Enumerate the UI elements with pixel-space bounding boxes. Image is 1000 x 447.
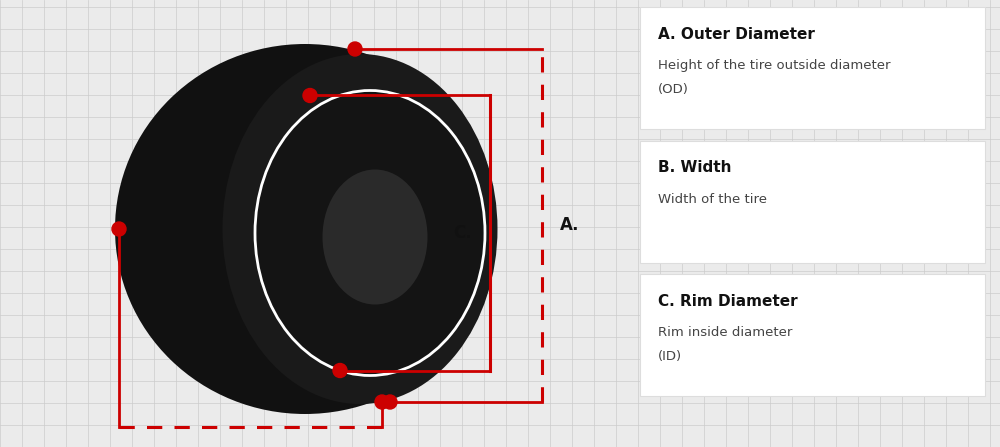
Ellipse shape (322, 169, 428, 304)
FancyBboxPatch shape (640, 274, 985, 396)
Ellipse shape (115, 44, 495, 414)
Text: C.: C. (453, 224, 472, 242)
Text: A.: A. (560, 216, 580, 235)
Text: A. Outer Diameter: A. Outer Diameter (658, 27, 815, 42)
FancyBboxPatch shape (640, 7, 985, 129)
Circle shape (383, 395, 397, 409)
Ellipse shape (222, 54, 497, 404)
Circle shape (333, 363, 347, 378)
Text: (OD): (OD) (658, 83, 689, 96)
Text: Height of the tire outside diameter: Height of the tire outside diameter (658, 59, 891, 72)
Ellipse shape (255, 90, 485, 375)
Text: (ID): (ID) (658, 350, 682, 363)
Text: Rim inside diameter: Rim inside diameter (658, 326, 792, 339)
Text: B. Width: B. Width (658, 160, 732, 176)
Circle shape (112, 222, 126, 236)
Text: Width of the tire: Width of the tire (658, 193, 767, 206)
Circle shape (348, 42, 362, 56)
Text: C. Rim Diameter: C. Rim Diameter (658, 294, 798, 309)
Circle shape (375, 395, 389, 409)
Circle shape (303, 89, 317, 102)
FancyBboxPatch shape (640, 140, 985, 262)
